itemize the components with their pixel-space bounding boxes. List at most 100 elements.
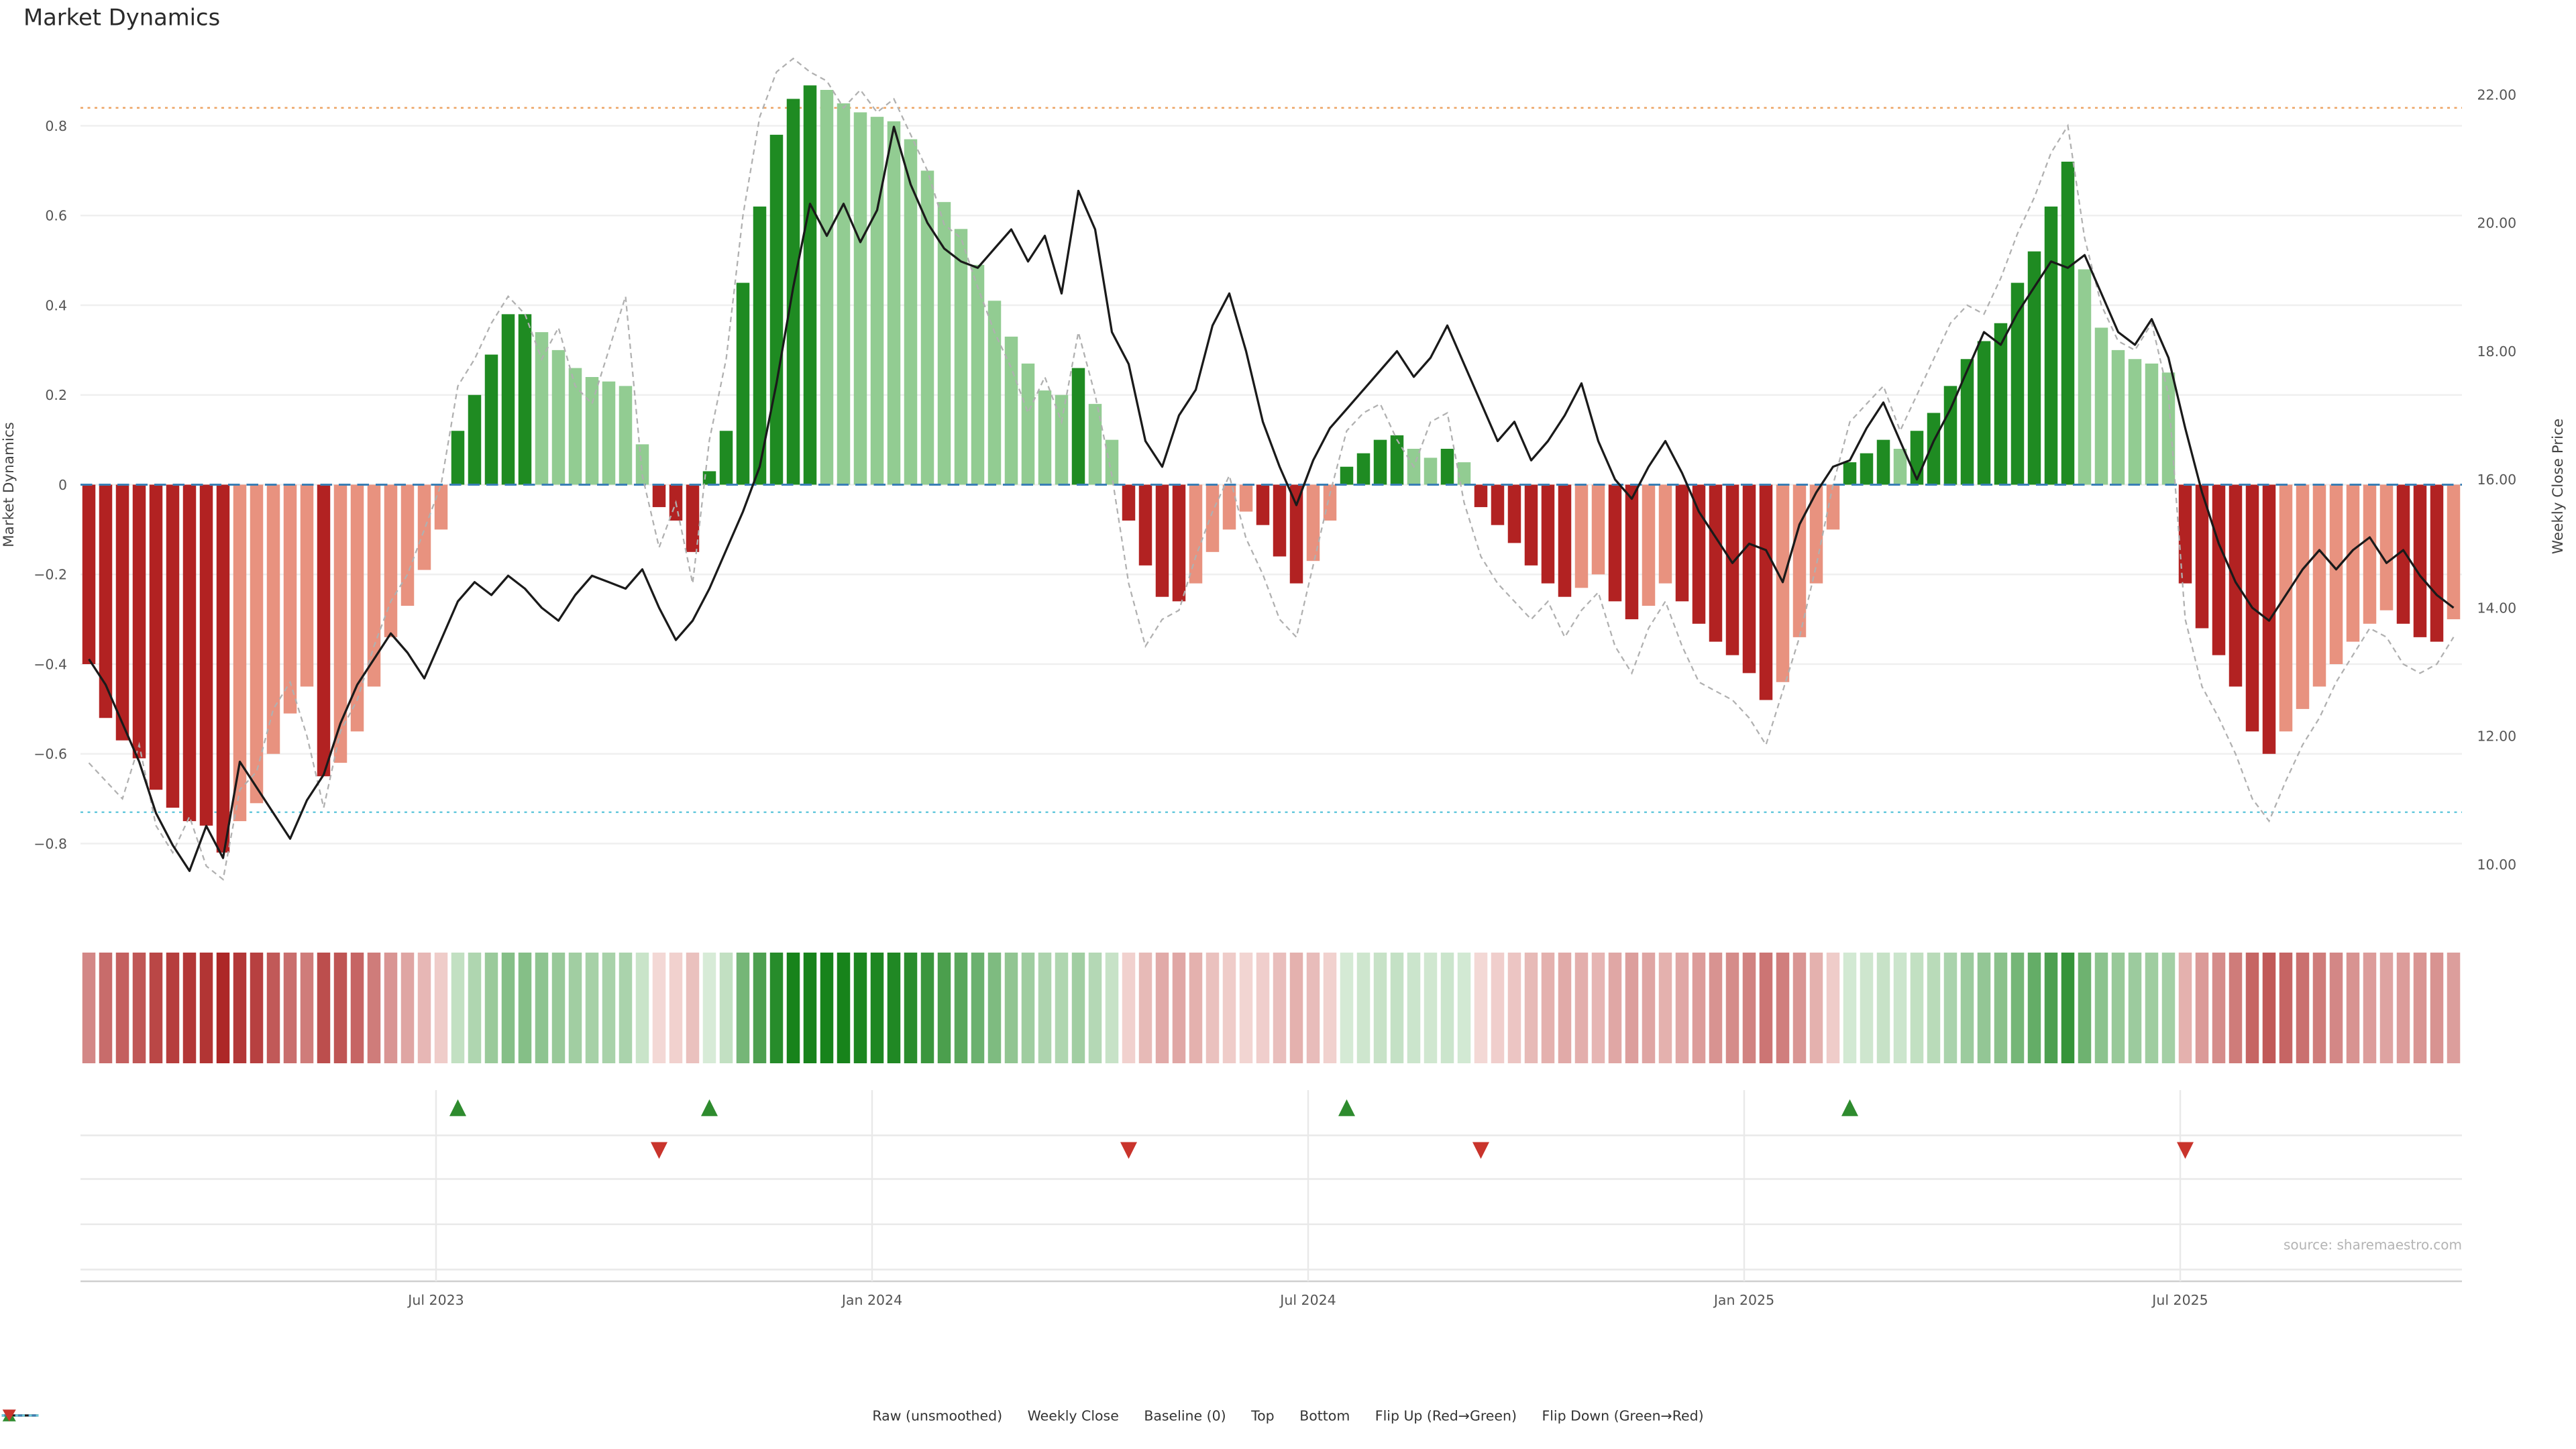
heatmap-cell — [250, 953, 264, 1063]
right-tick-label: 18.00 — [2477, 343, 2517, 360]
dynamics-bar — [2178, 484, 2192, 584]
dynamics-bar — [199, 484, 213, 826]
heatmap-cell — [1642, 953, 1656, 1063]
dynamics-bar — [602, 381, 616, 485]
dynamics-bar — [1558, 484, 1572, 597]
heatmap-cell — [904, 953, 918, 1063]
dynamics-bar — [971, 264, 985, 485]
heatmap-cell — [367, 953, 381, 1063]
dynamics-bar — [99, 484, 113, 718]
dynamics-bar — [1642, 484, 1656, 606]
heatmap-cell — [1558, 953, 1572, 1063]
dynamics-bar — [1910, 431, 1924, 485]
dynamics-bar — [1340, 466, 1354, 485]
heatmap-cell — [1356, 953, 1371, 1063]
heatmap-cell — [820, 953, 834, 1063]
heatmap-cell — [1658, 953, 1672, 1063]
heatmap-cell — [182, 953, 197, 1063]
heatmap-cell — [1675, 953, 1689, 1063]
dynamics-bar — [803, 85, 817, 485]
left-tick-label: 0.6 — [45, 208, 67, 224]
flip-up-marker — [1841, 1099, 1858, 1116]
heatmap-cell — [1927, 953, 1941, 1063]
heatmap-cell — [266, 953, 280, 1063]
dynamics-bar — [1541, 484, 1555, 584]
heatmap-cell — [937, 953, 951, 1063]
heatmap-cell — [1205, 953, 1220, 1063]
heatmap-cell — [1776, 953, 1790, 1063]
left-tick-label: −0.2 — [34, 567, 67, 583]
dynamics-bar — [2430, 484, 2444, 642]
dynamics-bar — [769, 134, 784, 485]
heatmap-cell — [2363, 953, 2377, 1063]
heatmap-cell — [786, 953, 800, 1063]
dynamics-bar — [535, 332, 549, 485]
heatmap-cell — [384, 953, 398, 1063]
dynamics-bar — [417, 484, 431, 570]
dynamics-bar — [2195, 484, 2209, 629]
dynamics-bar — [1306, 484, 1320, 561]
heatmap-cell — [1323, 953, 1337, 1063]
heatmap-cell — [1222, 953, 1236, 1063]
heatmap-cell — [2396, 953, 2410, 1063]
legend-label-top: Top — [1251, 1407, 1275, 1424]
dynamics-bar — [1390, 435, 1404, 485]
flip-down-icon — [2, 1409, 16, 1421]
flip-up-marker — [701, 1099, 718, 1116]
dynamics-bar — [1256, 484, 1270, 525]
dynamics-bar — [1876, 439, 1890, 485]
raw-line — [88, 57, 2455, 881]
dynamics-bar — [1289, 484, 1303, 584]
heatmap-cell — [2044, 953, 2058, 1063]
dynamics-bar — [468, 394, 482, 485]
heatmap-cell — [1004, 953, 1018, 1063]
heatmap-cell — [1289, 953, 1303, 1063]
dynamics-bar — [753, 206, 767, 485]
heatmap-cell — [1910, 953, 1924, 1063]
heatmap-cell — [1591, 953, 1605, 1063]
heatmap-cell — [317, 953, 331, 1063]
dynamics-bar — [400, 484, 415, 606]
heatmap-cell — [283, 953, 297, 1063]
dynamics-bar — [1977, 341, 1991, 485]
heatmap-cell — [149, 953, 163, 1063]
heatmap-cell — [2027, 953, 2041, 1063]
dynamics-bar — [266, 484, 280, 754]
dynamics-bar — [182, 484, 197, 822]
heatmap-cell — [2262, 953, 2276, 1063]
left-tick-label: 0.4 — [45, 297, 67, 313]
dynamics-bar — [1105, 439, 1119, 485]
x-tick-label: Jul 2024 — [1279, 1292, 1336, 1308]
heatmap-cell — [1088, 953, 1102, 1063]
heatmap-cell — [551, 953, 566, 1063]
heatmap-cell — [166, 953, 180, 1063]
flip-up-marker — [1338, 1099, 1355, 1116]
dynamics-bar — [2346, 484, 2360, 642]
heatmap-cell — [2178, 953, 2192, 1063]
dynamics-bar — [1457, 462, 1471, 485]
dynamics-bar — [2078, 269, 2092, 485]
dynamics-bar — [736, 282, 750, 485]
heatmap-cell — [1071, 953, 1085, 1063]
dynamics-bar — [1943, 386, 1957, 485]
dynamics-bar — [501, 314, 515, 485]
heatmap-cell — [1390, 953, 1404, 1063]
heatmap-cell — [1574, 953, 1589, 1063]
dynamics-bar — [2161, 372, 2176, 485]
right-tick-label: 22.00 — [2477, 87, 2517, 103]
heatmap-cell — [417, 953, 431, 1063]
right-tick-label: 20.00 — [2477, 215, 2517, 231]
heatmap-cell — [803, 953, 817, 1063]
x-tick-label: Jul 2025 — [2151, 1292, 2208, 1308]
heatmap-cell — [1826, 953, 1840, 1063]
heatmap-cell — [1860, 953, 1874, 1063]
heatmap-cell — [2312, 953, 2326, 1063]
heatmap-cell — [518, 953, 532, 1063]
dynamics-bar — [1055, 394, 1069, 485]
heatmap-cell — [887, 953, 901, 1063]
dynamics-bar — [1474, 484, 1488, 507]
heatmap-cell — [82, 953, 96, 1063]
dynamics-bar — [1960, 359, 1974, 485]
legend-item-bottom: Bottom — [1, 1407, 1350, 1424]
dynamics-bar — [887, 121, 901, 485]
